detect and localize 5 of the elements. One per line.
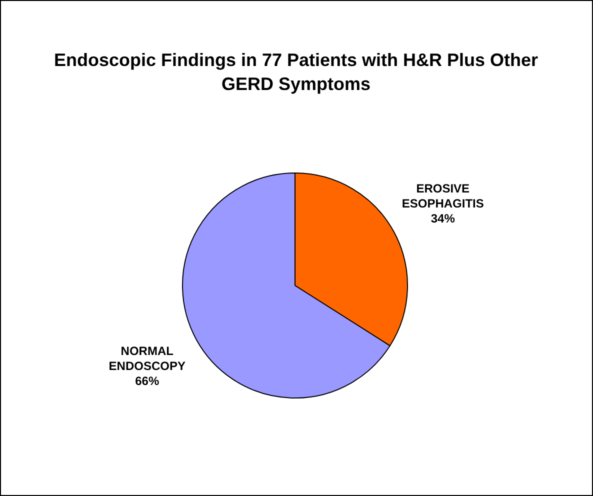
- chart-title: Endoscopic Findings in 77 Patients with H&R Plus Other GERD Symptoms: [52, 49, 540, 96]
- slice-label: EROSIVE ESOPHAGITIS: [402, 182, 484, 211]
- data-label: 34%: [430, 212, 456, 226]
- data-label: 66%: [135, 374, 160, 388]
- slice-label: NORMAL ENDOSCOPY: [108, 344, 186, 374]
